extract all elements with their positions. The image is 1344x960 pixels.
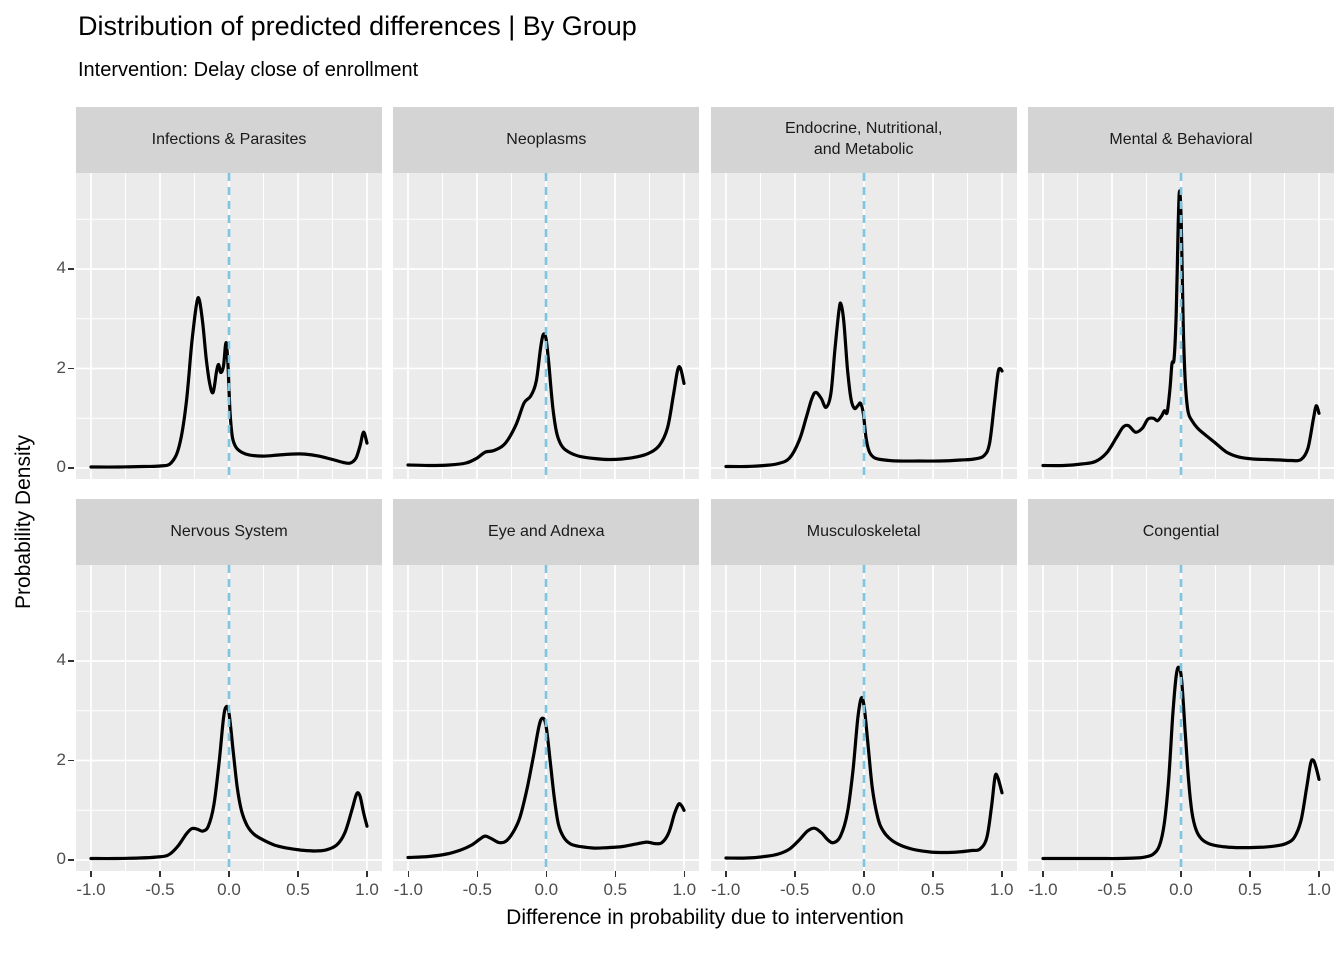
facet-strip-label: Mental & Behavioral (1028, 107, 1334, 173)
x-tick-label: 0.0 (1169, 880, 1193, 899)
x-tick-mark (794, 871, 796, 877)
x-tick-mark (614, 871, 616, 877)
x-tick-label: 1.0 (989, 880, 1014, 899)
x-tick-mark (297, 871, 299, 877)
x-tick-mark (1249, 871, 1251, 877)
y-tick-mark (68, 859, 74, 861)
facet-panel: Neoplasms (393, 107, 700, 479)
x-tick-mark (228, 871, 230, 877)
facet-panel: Musculoskeletal (710, 499, 1017, 871)
facet-panel: Eye and Adnexa (393, 499, 700, 871)
density-plot (393, 173, 700, 479)
x-tick-mark (366, 871, 368, 877)
density-plot (393, 565, 700, 871)
facet-panel: Endocrine, Nutritional, and Metabolic (710, 107, 1017, 479)
x-tick-mark (683, 871, 685, 877)
density-plot (710, 565, 1017, 871)
plot-title: Distribution of predicted differences | … (78, 11, 637, 41)
x-tick-label: -0.5 (145, 880, 175, 899)
x-tick-mark (90, 871, 92, 877)
y-tick-mark (68, 759, 74, 762)
facet-panel: Congential (1028, 499, 1334, 871)
density-plot (76, 565, 382, 871)
y-tick-label: 2 (56, 357, 66, 377)
x-tick-label: -0.5 (780, 880, 810, 899)
density-curve (89, 704, 369, 861)
y-tick-label: 4 (56, 258, 66, 277)
y-tick-label: 2 (56, 749, 66, 769)
x-axis-title: Difference in probability due to interve… (506, 906, 904, 929)
facet-strip-label: Neoplasms (393, 107, 700, 173)
x-tick-label: -1.0 (1028, 880, 1058, 899)
x-tick-mark (1042, 871, 1044, 877)
x-tick-label: -0.5 (1097, 880, 1127, 899)
x-tick-label: -1.0 (711, 880, 741, 899)
facet-strip-label: Endocrine, Nutritional, and Metabolic (710, 107, 1017, 173)
density-curve (724, 695, 1004, 860)
x-tick-label: 0.0 (851, 880, 876, 899)
density-plot (1028, 565, 1334, 871)
y-tick-mark (68, 367, 74, 370)
y-tick-label: 4 (56, 650, 66, 669)
x-tick-mark (1180, 871, 1182, 877)
y-tick-mark (68, 467, 74, 469)
x-tick-label: -1.0 (393, 880, 423, 899)
facet-panel: Infections & Parasites (76, 107, 382, 479)
density-curve (1041, 665, 1321, 861)
x-tick-mark (1001, 871, 1003, 877)
facet-strip-label: Eye and Adnexa (393, 499, 700, 565)
x-tick-mark (545, 871, 547, 877)
y-tick-label: 0 (56, 457, 66, 476)
x-tick-mark (159, 871, 161, 877)
density-curve (724, 301, 1004, 469)
x-tick-label: 1.0 (672, 880, 697, 899)
x-tick-label: 1.0 (1307, 880, 1331, 899)
x-tick-label: 1.0 (355, 880, 379, 899)
y-tick-mark (68, 268, 74, 270)
y-tick-mark (68, 660, 74, 662)
x-tick-mark (476, 871, 479, 877)
facet-panel: Nervous System (76, 499, 382, 871)
density-plot (710, 173, 1017, 479)
y-tick-label: 0 (56, 849, 66, 868)
facet-strip-label: Musculoskeletal (710, 499, 1017, 565)
facet-strip-label: Nervous System (76, 499, 382, 565)
x-tick-mark (1111, 871, 1113, 877)
x-tick-mark (407, 871, 410, 877)
facet-strip-label: Congential (1028, 499, 1334, 565)
x-tick-mark (932, 871, 934, 877)
density-curve (1041, 189, 1321, 468)
density-curve (89, 296, 369, 469)
x-tick-mark (863, 871, 865, 877)
density-curve (406, 716, 686, 860)
plot-subtitle: Intervention: Delay close of enrollment (78, 59, 419, 81)
x-tick-label: -1.0 (76, 880, 106, 899)
facet-panel: Mental & Behavioral (1028, 107, 1334, 479)
x-tick-label: -0.5 (462, 880, 492, 899)
x-tick-label: 0.5 (920, 880, 945, 899)
x-tick-mark (1318, 871, 1320, 877)
x-tick-label: 0.0 (217, 880, 241, 899)
x-tick-label: 0.5 (603, 880, 628, 899)
x-tick-label: 0.5 (1238, 880, 1262, 899)
density-plot (1028, 173, 1334, 479)
facet-strip-label: Infections & Parasites (76, 107, 382, 173)
x-tick-label: 0.5 (286, 880, 310, 899)
density-curve (406, 332, 686, 468)
x-tick-mark (725, 871, 727, 877)
density-plot (76, 173, 382, 479)
x-tick-label: 0.0 (534, 880, 559, 899)
